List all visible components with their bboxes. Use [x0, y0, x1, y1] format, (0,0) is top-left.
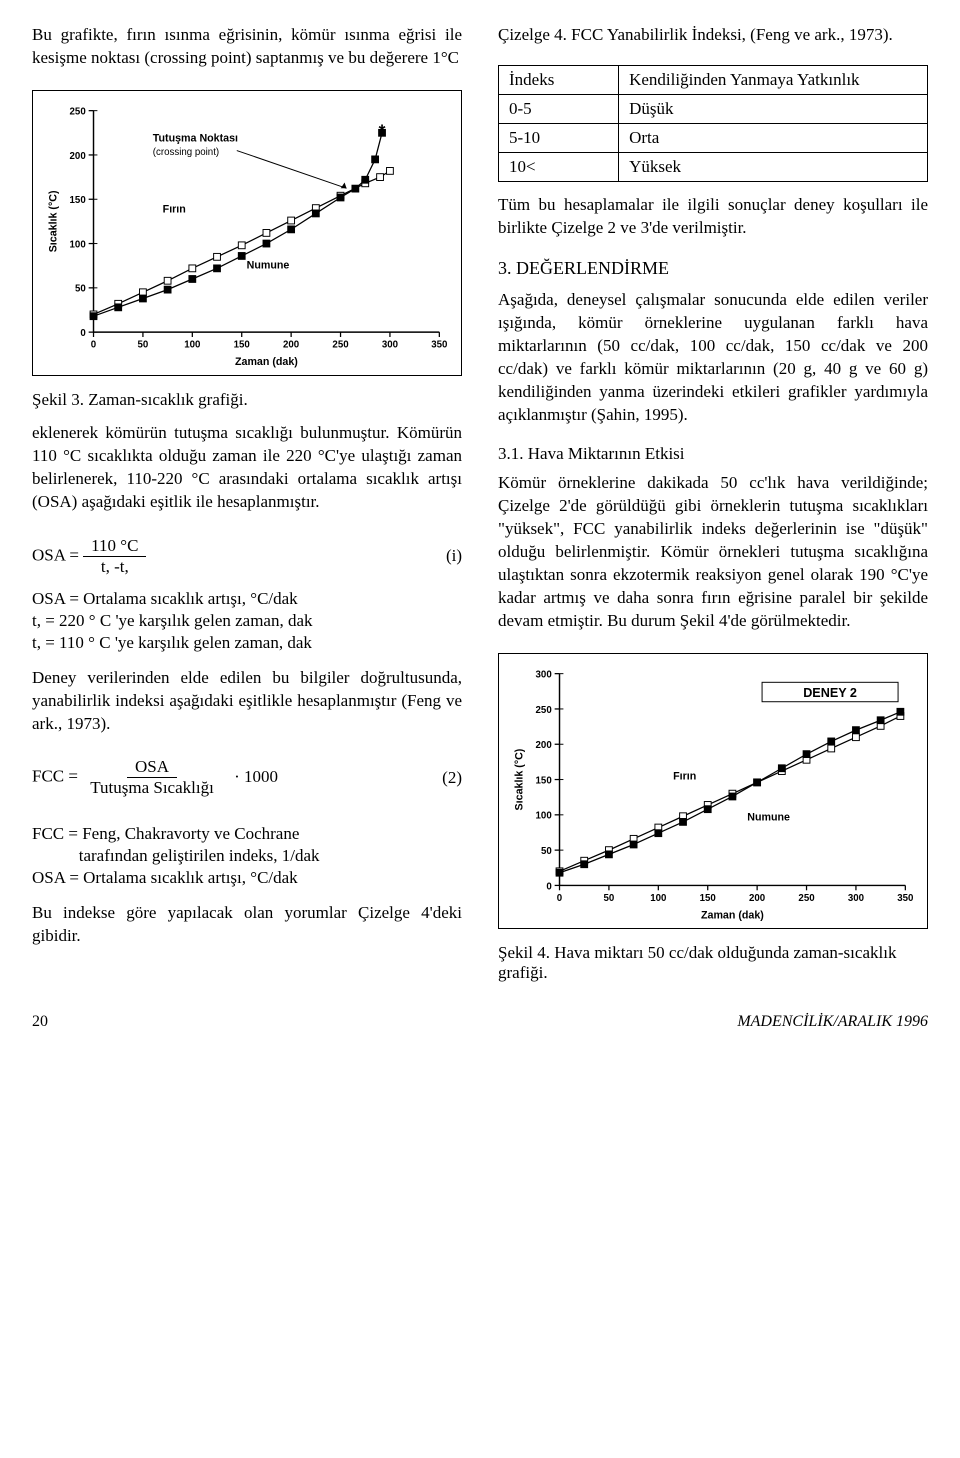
eq1-denominator: t, -t, — [93, 557, 137, 577]
table-cell: 0-5 — [499, 94, 619, 123]
section-3-heading: 3. DEĞERLENDİRME — [498, 258, 928, 279]
svg-text:Fırın: Fırın — [673, 771, 696, 783]
svg-text:150: 150 — [700, 893, 716, 904]
cizelge4-title: Çizelge 4. FCC Yanabilirlik İndeksi, (Fe… — [498, 24, 928, 47]
svg-text:300: 300 — [382, 340, 398, 351]
figure-3-caption: Şekil 3. Zaman-sıcaklık grafiği. — [32, 390, 462, 410]
svg-text:50: 50 — [75, 284, 86, 295]
section-3-1-heading: 3.1. Hava Miktarının Etkisi — [498, 444, 928, 464]
svg-text:200: 200 — [283, 340, 299, 351]
eq1-numerator: 110 °C — [83, 536, 146, 557]
svg-text:DENEY 2: DENEY 2 — [803, 686, 857, 700]
left-column: Bu grafikte, fırın ısınma eğrisinin, köm… — [32, 24, 462, 995]
equation-1: OSA = 110 °C t, -t, (i) — [32, 536, 462, 577]
table-row: İndeksKendiliğinden Yanmaya Yatkınlık — [499, 65, 928, 94]
page-footer: 20 MADENCİLİK/ARALIK 1996 — [32, 1013, 928, 1031]
definition-line: OSA = Ortalama sıcaklık artışı, °C/dak — [32, 589, 462, 609]
svg-text:Fırın: Fırın — [163, 203, 186, 215]
svg-text:Zaman (dak): Zaman (dak) — [235, 356, 298, 368]
eq2-lhs: FCC = — [32, 767, 78, 786]
para-eval: Aşağıda, deneysel çalışmalar sonucunda e… — [498, 289, 928, 427]
svg-text:150: 150 — [536, 775, 552, 786]
svg-text:0: 0 — [80, 328, 85, 339]
svg-text:100: 100 — [650, 893, 666, 904]
svg-text:350: 350 — [897, 893, 913, 904]
figure-4-box: 0 50 100 150 200 250 300 0 50 100 150 200 250 300 350 Z… — [498, 653, 928, 929]
svg-text:300: 300 — [848, 893, 864, 904]
table-cell: 10< — [499, 152, 619, 181]
definitions-1: OSA = Ortalama sıcaklık artışı, °C/dakt,… — [32, 587, 462, 655]
para-interpret: Bu indekse göre yapılacak olan yorumlar … — [32, 902, 462, 948]
svg-text:50: 50 — [604, 893, 615, 904]
figure-3-chart: 0 50 100 150 200 250 0 50 100 150 200 250 300 350 Zama… — [43, 99, 451, 371]
table-cell: 5-10 — [499, 123, 619, 152]
journal-name: MADENCİLİK/ARALIK 1996 — [737, 1013, 928, 1031]
svg-text:100: 100 — [184, 340, 200, 351]
para-results: Tüm bu hesaplamalar ile ilgili sonuçlar … — [498, 194, 928, 240]
eq2-mult: · 1000 — [234, 767, 278, 786]
eq2-tag: (2) — [442, 768, 462, 788]
definition-line: tarafından geliştirilen indeks, 1/dak — [32, 846, 462, 866]
table-row: 5-10Orta — [499, 123, 928, 152]
table-row: 0-5Düşük — [499, 94, 928, 123]
figure-3-box: 0 50 100 150 200 250 0 50 100 150 200 250 300 350 Zama… — [32, 90, 462, 376]
figure-4-caption: Şekil 4. Hava miktarı 50 cc/dak olduğund… — [498, 943, 928, 983]
svg-text:Tutuşma Noktası: Tutuşma Noktası — [153, 133, 238, 145]
svg-text:Sıcaklık (°C): Sıcaklık (°C) — [48, 190, 60, 252]
svg-text:0: 0 — [546, 881, 551, 892]
definition-line: OSA = Ortalama sıcaklık artışı, °C/dak — [32, 868, 462, 888]
svg-text:Sıcaklık (°C): Sıcaklık (°C) — [514, 748, 526, 810]
svg-text:50: 50 — [541, 846, 552, 857]
eq1-tag: (i) — [446, 546, 462, 566]
svg-text:350: 350 — [431, 340, 447, 351]
definition-line: FCC = Feng, Chakravorty ve Cochrane — [32, 824, 462, 844]
svg-text:50: 50 — [138, 340, 149, 351]
svg-text:Numune: Numune — [247, 259, 290, 271]
svg-text:Numune: Numune — [747, 811, 790, 823]
svg-text:200: 200 — [70, 151, 86, 162]
eq2-numerator: OSA — [127, 757, 177, 778]
eq1-lhs: OSA = — [32, 545, 79, 564]
svg-text:150: 150 — [70, 195, 86, 206]
svg-text:100: 100 — [536, 811, 552, 822]
table-cell: Düşük — [619, 94, 928, 123]
right-column: Çizelge 4. FCC Yanabilirlik İndeksi, (Fe… — [498, 24, 928, 995]
svg-text:250: 250 — [70, 106, 86, 117]
svg-text:150: 150 — [234, 340, 250, 351]
svg-text:Zaman (dak): Zaman (dak) — [701, 909, 764, 921]
table-cell: İndeks — [499, 65, 619, 94]
eq2-denominator: Tutuşma Sıcaklığı — [82, 778, 222, 798]
svg-text:100: 100 — [70, 239, 86, 250]
cizelge4-table: İndeksKendiliğinden Yanmaya Yatkınlık0-5… — [498, 65, 928, 182]
svg-text:*: * — [379, 121, 386, 141]
figure-4-chart: 0 50 100 150 200 250 300 0 50 100 150 200 250 300 350 Z… — [509, 662, 917, 924]
page-number: 20 — [32, 1013, 48, 1031]
svg-text:250: 250 — [798, 893, 814, 904]
svg-text:(crossing point): (crossing point) — [153, 147, 219, 158]
svg-text:0: 0 — [557, 893, 562, 904]
svg-text:200: 200 — [536, 740, 552, 751]
para-feng: Deney verilerinden elde edilen bu bilgil… — [32, 667, 462, 736]
svg-text:250: 250 — [332, 340, 348, 351]
svg-text:250: 250 — [536, 705, 552, 716]
para-method: eklenerek kömürün tutuşma sıcaklığı bulu… — [32, 422, 462, 514]
svg-text:200: 200 — [749, 893, 765, 904]
table-row: 10<Yüksek — [499, 152, 928, 181]
table-cell: Orta — [619, 123, 928, 152]
definition-line: t, = 110 ° C 'ye karşılık gelen zaman, d… — [32, 633, 462, 653]
svg-text:0: 0 — [91, 340, 96, 351]
svg-text:300: 300 — [536, 670, 552, 681]
para-air: Kömür örneklerine dakikada 50 cc'lık hav… — [498, 472, 928, 633]
definitions-2: FCC = Feng, Chakravorty ve Cochrane tara… — [32, 822, 462, 890]
definition-line: t, = 220 ° C 'ye karşılık gelen zaman, d… — [32, 611, 462, 631]
equation-2: FCC = OSA Tutuşma Sıcaklığı · 1000 (2) — [32, 757, 462, 798]
para-intro: Bu grafikte, fırın ısınma eğrisinin, köm… — [32, 24, 462, 70]
table-cell: Kendiliğinden Yanmaya Yatkınlık — [619, 65, 928, 94]
table-cell: Yüksek — [619, 152, 928, 181]
